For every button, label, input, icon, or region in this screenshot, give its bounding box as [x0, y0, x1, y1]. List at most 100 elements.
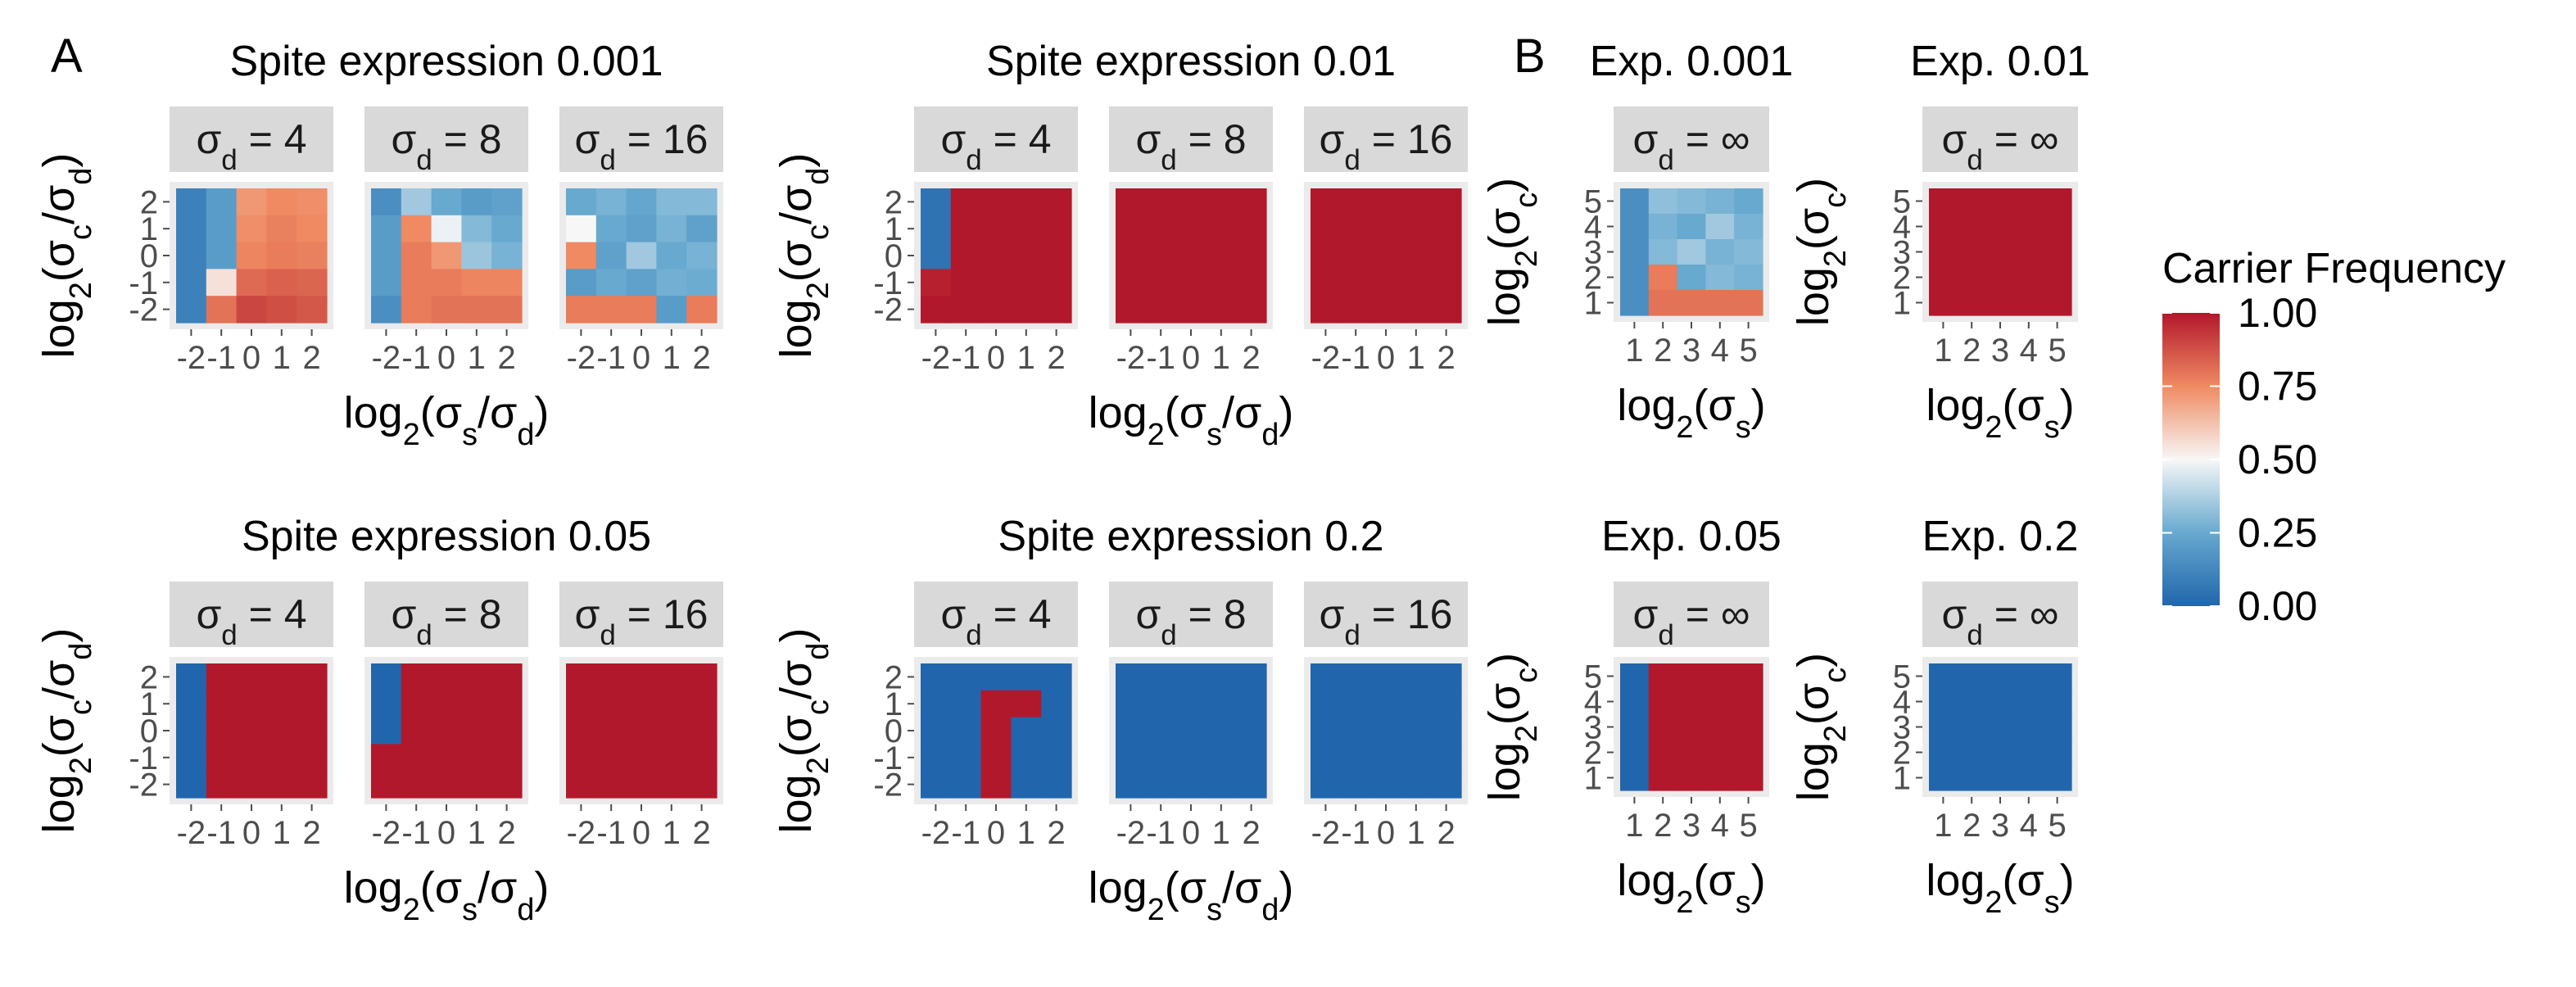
label-subscript: d	[517, 893, 534, 927]
heatmap-cell	[1011, 690, 1042, 718]
label-part: σ	[772, 240, 821, 267]
heatmap-cell	[371, 771, 402, 799]
label-part: /	[34, 212, 84, 224]
x-tick-label: 4	[1711, 333, 1729, 369]
x-tick-label: 1	[1407, 815, 1425, 851]
panel-title: Exp. 0.001	[1590, 38, 1794, 85]
x-tick-label: 0	[437, 340, 455, 376]
heatmap-cell	[1431, 744, 1462, 772]
heatmap-cell	[1705, 689, 1735, 715]
panel-title: Spite expression 0.001	[229, 38, 663, 85]
strip-subscript: d	[1658, 144, 1673, 176]
heatmap-cell	[1677, 714, 1706, 740]
heatmap-cell	[461, 188, 492, 216]
strip-subscript: d	[600, 619, 615, 651]
x-tick-label: -1	[951, 815, 980, 851]
label-part: )	[1751, 381, 1766, 430]
heatmap-cell	[176, 663, 207, 691]
label-part: (	[2002, 381, 2017, 430]
heatmap-cell	[950, 663, 982, 691]
x-tick-label: 0	[1377, 815, 1395, 851]
facet-strip-label: σd = 8	[1135, 591, 1246, 651]
heatmap-cell	[1985, 663, 2015, 690]
heatmap-cell	[2014, 214, 2044, 240]
heatmap-cell	[1620, 188, 1650, 215]
strip-subscript: d	[966, 144, 981, 176]
heatmap-cell	[461, 744, 492, 772]
label-part: (	[2002, 856, 2017, 905]
heatmap-cell	[1929, 239, 1958, 265]
y-tick-label: 0	[885, 238, 903, 274]
heatmap-cell	[1677, 239, 1706, 265]
x-tick-label: 5	[2048, 808, 2066, 844]
legend-tick-label: 0.00	[2238, 583, 2317, 629]
y-tick-label: 2	[1893, 736, 1911, 772]
heatmap-cell	[1206, 188, 1237, 216]
label-subscript: 2	[801, 757, 835, 774]
heatmap-cell	[656, 269, 687, 297]
heatmap-cell	[1401, 188, 1432, 216]
x-tick-label: 1	[1934, 808, 1952, 844]
y-axis-label: log2(σc)	[1480, 178, 1544, 326]
x-tick-label: 0	[987, 340, 1005, 376]
facet-strip	[1109, 106, 1273, 172]
heatmap-cell	[950, 717, 982, 745]
heatmap-cell	[1985, 188, 2015, 215]
heatmap-cell	[176, 771, 207, 799]
heatmap-cell	[1206, 744, 1237, 772]
strip-value: = 8	[1177, 116, 1247, 162]
label-part: )	[34, 628, 84, 643]
heatmap-cell	[626, 242, 657, 269]
heatmap-cell	[206, 296, 238, 324]
label-subscript: s	[1207, 418, 1222, 452]
label-part: )	[534, 388, 549, 437]
facet-strip-label: σd = 8	[391, 116, 501, 176]
heatmap-cell	[1206, 717, 1237, 745]
strip-subscript: d	[966, 619, 981, 651]
x-tick-label: 1	[273, 340, 291, 376]
heatmap-cell	[206, 215, 238, 243]
heatmap-cell	[2014, 239, 2044, 265]
heatmap-cell	[236, 744, 267, 772]
facet-strip-label: σd = 16	[1320, 591, 1453, 651]
heatmap-cell	[1648, 290, 1678, 316]
x-tick-label: 2	[692, 815, 710, 851]
label-subscript: c	[1510, 192, 1544, 208]
heatmap-cell	[1734, 740, 1763, 766]
facet-strip-label: σd = ∞	[1633, 116, 1750, 176]
x-tick-label: 0	[1182, 815, 1200, 851]
heatmap-cell	[1985, 290, 2015, 316]
heatmap-cell	[206, 690, 238, 718]
heatmap-cell	[1145, 242, 1177, 269]
label-subscript: 2	[1818, 250, 1853, 267]
heatmap-cell	[266, 663, 297, 691]
label-part: log	[1789, 742, 1838, 801]
label-part: σ	[1234, 863, 1261, 912]
y-tick-label: 5	[1584, 184, 1602, 220]
heatmap-cell	[921, 188, 952, 216]
label-part: )	[772, 628, 821, 643]
heatmap-cell	[461, 663, 492, 691]
heatmap-cell	[297, 663, 328, 691]
label-part: log	[1480, 267, 1529, 326]
y-tick-label: 2	[140, 184, 158, 220]
heatmap-cell	[566, 663, 597, 691]
heatmap-cell	[1677, 188, 1706, 215]
strip-subscript: d	[1967, 144, 1982, 176]
heatmap-cell	[950, 215, 982, 243]
label-part: /	[478, 863, 490, 912]
label-part: log	[1926, 856, 1985, 905]
x-tick-label: -1	[1341, 815, 1370, 851]
heatmap-cell	[1370, 242, 1401, 269]
heatmap-cell	[1957, 188, 1987, 215]
heatmap-cell	[595, 771, 627, 799]
heatmap-cell	[950, 690, 982, 718]
label-part: log	[1480, 742, 1529, 801]
heatmap-cell	[980, 242, 1012, 269]
x-tick-label: -2	[177, 815, 206, 851]
heatmap-cell	[2043, 740, 2072, 766]
heatmap-cell	[1431, 663, 1462, 691]
heatmap-cell	[921, 242, 952, 269]
